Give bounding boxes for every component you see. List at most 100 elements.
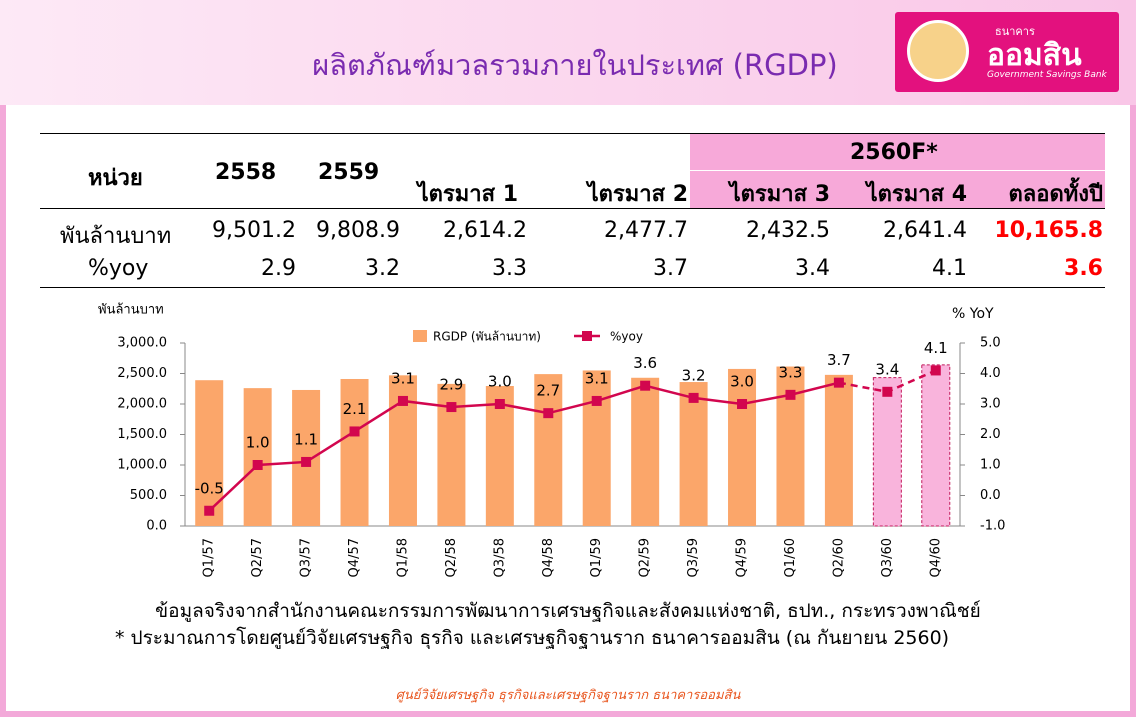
y-tick-label: 1,000.0 <box>117 458 167 473</box>
slide-title: ผลิตภัณฑ์มวลรวมภายในประเทศ (RGDP) <box>312 48 838 82</box>
table-subheader: ไตรมาส 4 <box>866 182 967 207</box>
marker <box>494 399 505 409</box>
table-subheader: ไตรมาส 1 <box>417 182 518 207</box>
y2-axis-title: % YoY <box>952 306 994 322</box>
table-header: 2558 <box>215 160 277 185</box>
data-label: 1.0 <box>246 434 270 452</box>
logo-english: Government Savings Bank <box>987 70 1107 80</box>
marker <box>591 395 602 406</box>
table-cell: 2,614.2 <box>443 218 527 243</box>
data-label: 3.6 <box>633 354 657 372</box>
marker <box>204 505 215 516</box>
x-tick-label: Q3/59 <box>686 538 701 577</box>
data-label: 4.1 <box>924 339 948 357</box>
logo: ธนาคาร ออมสิน Government Savings Bank <box>895 12 1119 92</box>
y-tick-label: 2,500.0 <box>117 366 167 381</box>
x-tick-label: Q2/58 <box>444 538 459 577</box>
logo-name: ออมสิน <box>987 38 1082 73</box>
table-group-header: 2560F* <box>850 140 938 165</box>
data-label: 2.1 <box>343 400 367 418</box>
y-tick-label: 500.0 <box>130 488 167 503</box>
marker <box>833 377 844 388</box>
y2-tick-label: 0.0 <box>980 488 1001 503</box>
marker <box>785 389 796 400</box>
table-cell: 4.1 <box>932 256 967 281</box>
table-rule <box>400 170 1105 171</box>
table-cell: 3.2 <box>365 256 400 281</box>
bar <box>631 377 660 526</box>
bar <box>195 380 224 526</box>
y-tick-label: 0.0 <box>146 519 167 534</box>
bar <box>534 374 563 526</box>
marker <box>930 365 941 376</box>
x-tick-label: Q1/60 <box>783 538 798 577</box>
data-label: 3.1 <box>391 369 415 387</box>
data-label: 3.4 <box>875 360 899 378</box>
x-tick-label: Q2/60 <box>831 538 846 577</box>
y2-tick-label: 4.0 <box>980 366 1001 381</box>
footer: ศูนย์วิจัยเศรษฐกิจ ธุรกิจและเศรษฐกิจฐานร… <box>395 688 741 703</box>
table-subheader: ตลอดทั้งปี <box>1008 182 1103 207</box>
table-cell: 3.3 <box>492 256 527 281</box>
bar <box>921 364 951 527</box>
x-tick-label: Q1/59 <box>589 538 604 577</box>
legend-label: RGDP (พันล้านบาท) <box>433 330 541 344</box>
y-tick-label: 2,000.0 <box>117 397 167 412</box>
table-rule <box>40 133 1105 134</box>
table-header: หน่วย <box>88 166 143 191</box>
legend-swatch <box>582 331 592 341</box>
table-cell: 3.7 <box>653 256 688 281</box>
marker <box>301 456 312 467</box>
marker <box>737 399 748 409</box>
y2-tick-label: 3.0 <box>980 397 1001 412</box>
marker <box>252 460 263 470</box>
x-tick-label: Q2/57 <box>250 538 265 577</box>
y2-tick-label: 1.0 <box>980 458 1001 473</box>
x-tick-label: Q4/60 <box>928 538 943 577</box>
marker <box>640 380 651 391</box>
data-label: 3.7 <box>827 351 851 369</box>
x-tick-label: Q4/57 <box>347 538 362 577</box>
table-subheader: ไตรมาส 3 <box>729 182 830 207</box>
bar <box>340 378 369 526</box>
bar <box>679 382 708 526</box>
bar <box>872 377 902 527</box>
row-label: พันล้านบาท <box>60 224 172 249</box>
table-cell: 10,165.8 <box>994 218 1103 243</box>
data-label: 3.0 <box>488 373 512 391</box>
table-cell: 2.9 <box>261 256 296 281</box>
y2-tick-label: 5.0 <box>980 336 1001 351</box>
data-label: 2.9 <box>439 376 463 394</box>
data-label: -0.5 <box>195 479 224 497</box>
marker <box>397 395 408 406</box>
marker <box>543 408 554 419</box>
data-label: 1.1 <box>294 430 318 448</box>
table-rule <box>40 208 1105 209</box>
bar <box>824 374 853 526</box>
logo-emblem <box>907 20 969 82</box>
bar <box>485 386 514 526</box>
table-header: 2559 <box>318 160 380 185</box>
note: * ประมาณการโดยศูนย์วิจัยเศรษฐกิจ ธุรกิจ … <box>115 627 950 649</box>
table-cell: 9,808.9 <box>316 218 400 243</box>
data-label: 3.3 <box>779 363 803 381</box>
x-tick-label: Q4/58 <box>541 538 556 577</box>
x-tick-label: Q2/59 <box>638 538 653 577</box>
table-cell: 3.4 <box>795 256 830 281</box>
data-label: 3.0 <box>730 373 754 391</box>
marker <box>688 392 699 403</box>
data-label: 2.7 <box>536 382 560 400</box>
marker <box>446 402 457 413</box>
bar <box>728 368 757 526</box>
logo-small-text: ธนาคาร <box>995 25 1035 38</box>
y2-tick-label: 2.0 <box>980 427 1001 442</box>
y-tick-label: 1,500.0 <box>117 427 167 442</box>
data-label: 3.1 <box>585 369 609 387</box>
x-tick-label: Q4/59 <box>735 538 750 577</box>
forecast-header-bg <box>690 134 1105 208</box>
x-tick-label: Q3/60 <box>880 538 895 577</box>
legend-label: %yoy <box>610 330 643 344</box>
table-cell: 2,477.7 <box>604 218 688 243</box>
y-axis-title: พันล้านบาท <box>98 303 164 318</box>
